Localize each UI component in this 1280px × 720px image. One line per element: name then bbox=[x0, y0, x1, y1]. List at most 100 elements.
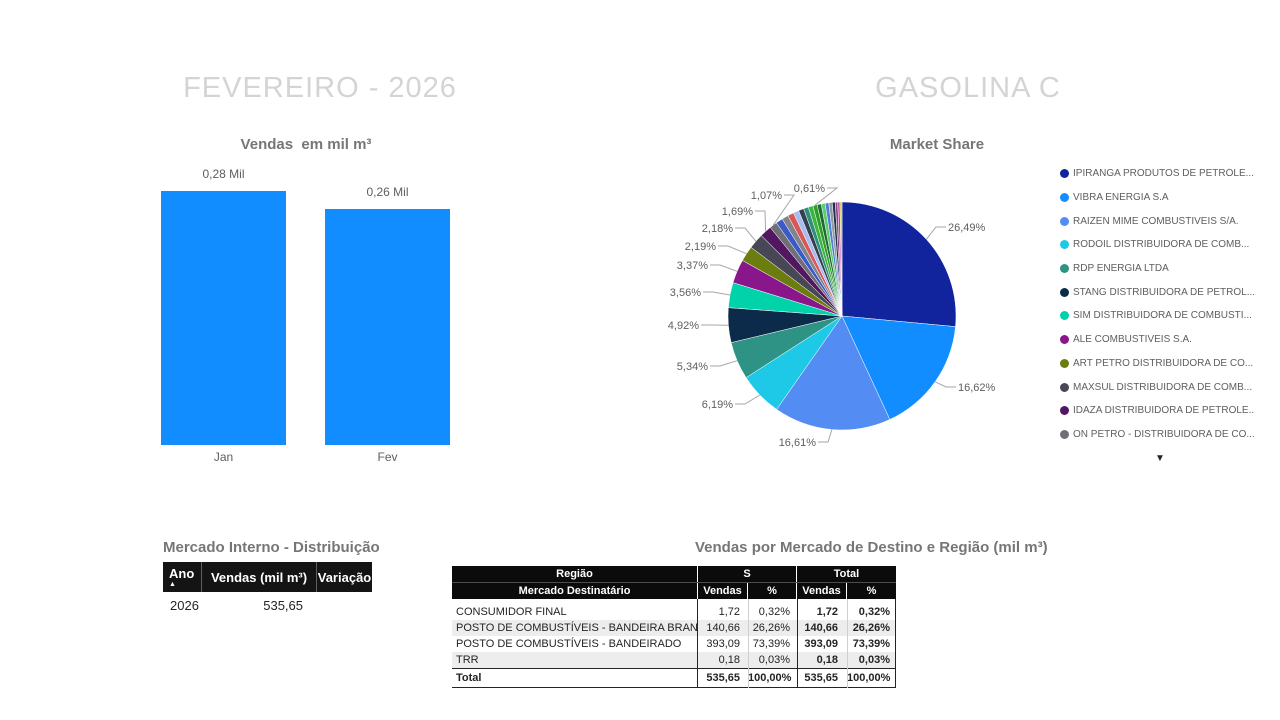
table-row[interactable]: POSTO DE COMBUSTÍVEIS - BANDEIRADO 393,09… bbox=[452, 636, 896, 652]
cell: POSTO DE COMBUSTÍVEIS - BANDEIRA BRANCA bbox=[456, 622, 698, 634]
column-header-total-vendas[interactable]: Vendas bbox=[797, 582, 847, 599]
legend-item[interactable]: STANG DISTRIBUIDORA DE PETRÓL... bbox=[1060, 280, 1255, 304]
legend-label: IPIRANGA PRODUTOS DE PETRÓLE... bbox=[1073, 168, 1254, 180]
table-row[interactable]: TRR 0,18 0,03% 0,18 0,03% bbox=[452, 652, 896, 668]
table-subheader-row: Mercado Destinatário Vendas % Vendas % bbox=[452, 582, 896, 599]
bar-jan[interactable] bbox=[161, 191, 286, 445]
pie-percentage-label: 1,69% bbox=[722, 206, 753, 218]
column-header-total-pct[interactable]: % bbox=[866, 584, 877, 597]
column-group-total[interactable]: Total bbox=[833, 567, 860, 580]
legend-scroll-down-icon[interactable]: ▼ bbox=[1155, 453, 1165, 464]
pie-label-leader-line bbox=[934, 381, 956, 388]
pie-label-leader-line bbox=[735, 227, 757, 242]
cell: 0,32% bbox=[858, 606, 890, 618]
legend-color-dot bbox=[1060, 358, 1069, 368]
cell-vendas: 535,65 bbox=[263, 597, 303, 613]
legend-item[interactable]: ART PETRO DISTRIBUIDORA DE CO... bbox=[1060, 352, 1255, 376]
legend-label: MAXSUL DISTRIBUIDORA DE COMB... bbox=[1073, 381, 1253, 393]
pie-percentage-label: 4,92% bbox=[668, 320, 699, 332]
axis-label: Jan bbox=[213, 450, 234, 464]
report-title-product: GASOLINA C bbox=[875, 72, 1061, 104]
cell: 140,66 bbox=[804, 622, 838, 634]
pie-chart-title: Market Share bbox=[889, 136, 985, 153]
legend-label: ALE COMBUSTIVEIS S.A. bbox=[1073, 334, 1192, 346]
pie-label-leader-line bbox=[925, 226, 946, 240]
table-row[interactable]: 2026 535,65 bbox=[163, 592, 372, 618]
cell-ano: 2026 bbox=[170, 597, 199, 613]
report-title-month: FEVEREIRO - 2026 bbox=[183, 72, 457, 104]
legend-color-dot bbox=[1060, 193, 1069, 203]
legend-label: RAIZEN MIME COMBUSTIVEIS S/A. bbox=[1073, 215, 1239, 227]
legend-item[interactable]: IPIRANGA PRODUTOS DE PETRÓLE... bbox=[1060, 162, 1255, 186]
legend-item[interactable]: RAIZEN MIME COMBUSTIVEIS S/A. bbox=[1060, 209, 1255, 233]
cell: TRR bbox=[456, 654, 479, 666]
pie-legend: IPIRANGA PRODUTOS DE PETRÓLE... VIBRA ENE… bbox=[1060, 162, 1255, 446]
cell: 1,72 bbox=[718, 606, 740, 618]
cell: 393,09 bbox=[804, 638, 838, 650]
pie-percentage-label: 16,62% bbox=[958, 382, 996, 394]
pie-label-leader-line bbox=[814, 187, 839, 206]
cell: 100,00% bbox=[847, 672, 891, 684]
column-header-mercado-destinatario[interactable]: Mercado Destinatário bbox=[452, 582, 698, 599]
legend-item[interactable]: ALE COMBUSTIVEIS S.A. bbox=[1060, 328, 1255, 352]
legend-item[interactable]: MAXSUL DISTRIBUIDORA DE COMB... bbox=[1060, 375, 1255, 399]
market-share-pie[interactable]: 26,49% 16,62% 16,61% 6,19% 5,34% 4,92% 3,56% 3,… bbox=[638, 160, 1058, 472]
legend-label: ON PETRO - DISTRIBUIDORA DE CO... bbox=[1073, 428, 1255, 440]
legend-color-dot bbox=[1060, 382, 1069, 392]
cell: 535,65 bbox=[706, 672, 740, 684]
cell: 0,18 bbox=[816, 654, 838, 666]
pie-percentage-label: 5,34% bbox=[677, 361, 708, 373]
pie-label-leader-line bbox=[818, 429, 833, 443]
bar-chart-title: Vendas em mil m³ bbox=[240, 136, 372, 153]
legend-color-dot bbox=[1060, 240, 1069, 250]
pie-slice-other[interactable] bbox=[839, 201, 843, 317]
bar-fev[interactable] bbox=[325, 209, 450, 445]
cell: 0,32% bbox=[758, 606, 790, 618]
legend-item[interactable]: RODOIL DISTRIBUIDORA DE COMB... bbox=[1060, 233, 1255, 257]
legend-label: RODOIL DISTRIBUIDORA DE COMB... bbox=[1073, 239, 1250, 251]
column-header-vendas[interactable]: Vendas (mil m³) bbox=[202, 562, 317, 592]
table-row[interactable]: POSTO DE COMBUSTÍVEIS - BANDEIRA BRANCA 1… bbox=[452, 620, 896, 636]
column-header-variacao[interactable]: Variação bbox=[317, 569, 372, 585]
bar-value-label: 0,28 Mil bbox=[202, 167, 245, 181]
column-header-regiao[interactable]: Região bbox=[452, 566, 698, 582]
legend-item[interactable]: ON PETRO - DISTRIBUIDORA DE CO... bbox=[1060, 423, 1255, 447]
legend-label: STANG DISTRIBUIDORA DE PETRÓL... bbox=[1073, 286, 1255, 298]
column-header-s-pct[interactable]: % bbox=[748, 582, 797, 599]
cell: 0,18 bbox=[718, 654, 740, 666]
table-row[interactable]: Total 535,65 100,00% 535,65 100,00% bbox=[452, 668, 896, 688]
column-header-ano[interactable]: Ano ▲ bbox=[163, 562, 202, 592]
legend-label: RDP ENERGIA LTDA bbox=[1073, 263, 1169, 275]
legend-item[interactable]: SIM DISTRIBUIDORA DE COMBUSTI... bbox=[1060, 304, 1255, 328]
cell: Total bbox=[456, 672, 482, 684]
cell: 100,00% bbox=[748, 672, 792, 684]
pie-slice-vibra[interactable] bbox=[841, 315, 956, 420]
legend-item[interactable]: RDP ENERGIA LTDA bbox=[1060, 257, 1255, 281]
pie-percentage-label: 0,61% bbox=[794, 183, 825, 195]
pie-label-leader-line bbox=[710, 264, 738, 272]
column-group-s[interactable]: S bbox=[698, 566, 797, 582]
mercado-interno-table: Ano ▲ Vendas (mil m³) Variação 2026 535,… bbox=[163, 562, 372, 618]
cell: 73,39% bbox=[852, 638, 890, 650]
pie-label-leader-line bbox=[772, 194, 795, 226]
bar-value-label: 0,26 Mil bbox=[366, 185, 409, 199]
vendas-destino-table: Região S Total Mercado Destinatário Vend… bbox=[452, 566, 896, 688]
table-divider bbox=[748, 599, 749, 688]
pie-percentage-label: 26,49% bbox=[948, 222, 986, 234]
pie-slice-ipiranga[interactable] bbox=[841, 201, 957, 327]
pie-percentage-label: 6,19% bbox=[702, 399, 733, 411]
legend-color-dot bbox=[1060, 311, 1069, 321]
legend-label: ART PETRO DISTRIBUIDORA DE CO... bbox=[1073, 357, 1254, 369]
legend-label: SIM DISTRIBUIDORA DE COMBUSTI... bbox=[1073, 310, 1252, 322]
legend-item[interactable]: VIBRA ENERGIA S.A bbox=[1060, 186, 1255, 210]
pie-percentage-label: 3,56% bbox=[670, 287, 701, 299]
mercado-interno-title: Mercado Interno - Distribuição bbox=[163, 539, 380, 556]
table-row[interactable]: CONSUMIDOR FINAL 1,72 0,32% 1,72 0,32% bbox=[452, 604, 896, 620]
pie-percentage-label: 3,37% bbox=[677, 260, 708, 272]
legend-item[interactable]: IDAZA DISTRIBUIDORA DE PETRÓLE... bbox=[1060, 399, 1255, 423]
column-header-s-vendas[interactable]: Vendas bbox=[698, 582, 748, 599]
legend-color-dot bbox=[1060, 264, 1069, 274]
cell: 1,72 bbox=[816, 606, 838, 618]
